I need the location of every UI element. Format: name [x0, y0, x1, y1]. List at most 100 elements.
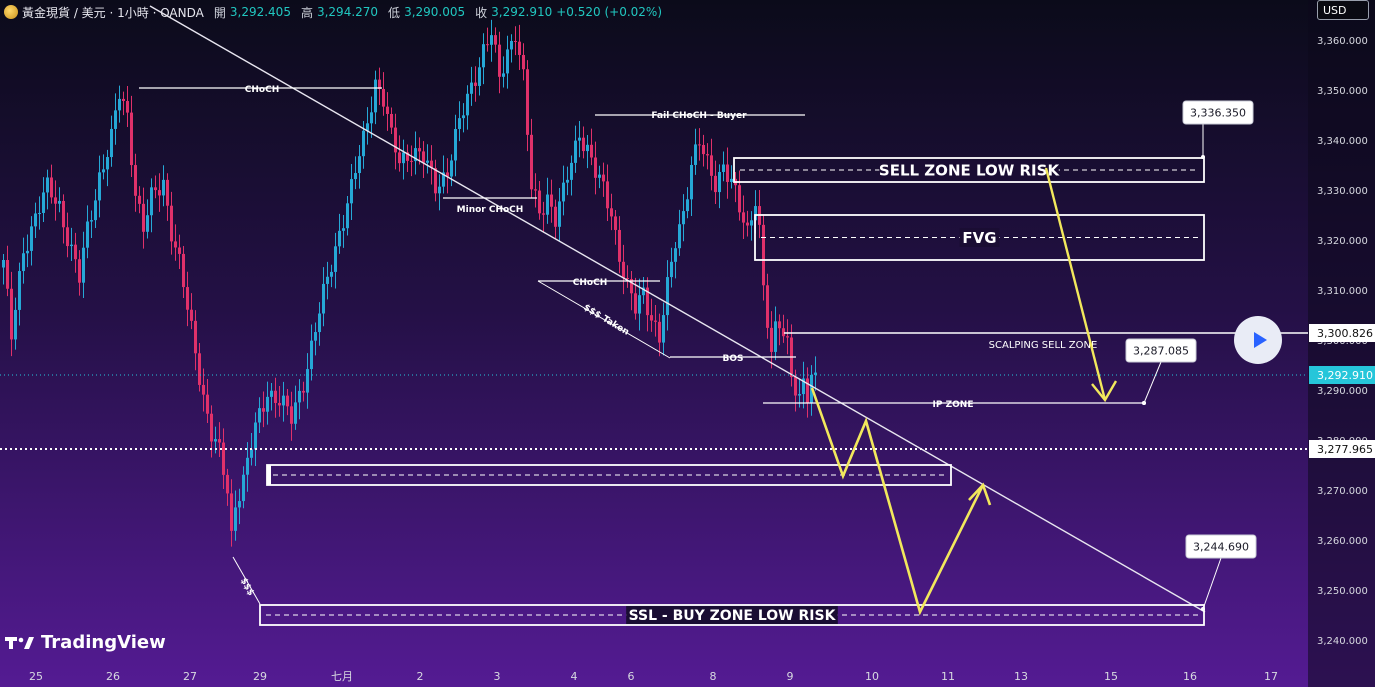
candle-body — [594, 157, 597, 178]
candle-body — [94, 200, 97, 221]
low-label: 低 — [388, 5, 401, 20]
candle-body — [66, 227, 69, 247]
candle-body — [394, 127, 397, 153]
candle-body — [530, 134, 533, 190]
candle-body — [230, 493, 233, 531]
projection-arrowhead — [968, 482, 992, 506]
price-tick-label: 3,360.000 — [1317, 36, 1368, 47]
symbol-title[interactable]: 黃金現貨 / 美元 · 1小時 · OANDA — [22, 5, 204, 20]
candle-body — [234, 507, 237, 531]
candle-body — [242, 474, 245, 502]
zone-label-bg — [879, 160, 1059, 180]
candle-body — [602, 174, 605, 182]
candle-body — [690, 164, 693, 200]
candle-body — [534, 189, 537, 191]
candle-body — [642, 287, 645, 296]
candle-body — [510, 40, 513, 50]
candle-body — [430, 160, 433, 169]
replay-play-button[interactable] — [1234, 316, 1282, 364]
candle-body — [310, 340, 313, 370]
candle-body — [770, 327, 773, 352]
candle-body — [526, 69, 529, 135]
price-tag-value: 3,292.910 — [1317, 369, 1373, 382]
candle-body — [778, 321, 781, 329]
candle-body — [82, 247, 85, 283]
candle-body — [2, 260, 5, 268]
time-tick-label: 26 — [106, 670, 120, 683]
candle-body — [598, 174, 601, 178]
candle-body — [402, 152, 405, 164]
scalping-sell-label: SCALPING SELL ZONE — [989, 340, 1098, 351]
candle-body — [238, 501, 241, 508]
candle-body — [346, 203, 349, 229]
candle-body — [630, 279, 633, 294]
candle-body — [450, 160, 453, 177]
zone-box — [259, 604, 1205, 626]
brand-name: TradingView — [41, 632, 166, 653]
price-tick-label: 3,240.000 — [1317, 636, 1368, 647]
candle-body — [182, 253, 185, 288]
candle-body — [282, 395, 285, 406]
candle-body — [50, 177, 53, 198]
price-tick-label: 3,290.000 — [1317, 386, 1368, 397]
candle-body — [494, 35, 497, 45]
candle-body — [682, 211, 685, 225]
candle-body — [246, 457, 249, 475]
candle-body — [586, 144, 589, 152]
candle-body — [58, 200, 61, 204]
candle-body — [622, 261, 625, 279]
candle-body — [706, 154, 709, 156]
candle-body — [178, 247, 181, 254]
candle-body — [18, 271, 21, 310]
candle-body — [782, 328, 785, 337]
price-tag-value: 3,300.826 — [1317, 327, 1373, 340]
candle-body — [146, 215, 149, 232]
candle-body — [694, 144, 697, 165]
candle-body — [766, 285, 769, 328]
callout-box — [1182, 100, 1254, 125]
candle-body — [582, 137, 585, 152]
candle-body — [762, 224, 765, 286]
candle-body — [702, 144, 705, 155]
candle-body — [374, 79, 377, 113]
callout-value: 3,336.350 — [1190, 107, 1246, 120]
price-tick-label: 3,250.000 — [1317, 586, 1368, 597]
candle-body — [578, 137, 581, 141]
high-value: 3,294.270 — [316, 5, 379, 19]
price-tick-label: 3,320.000 — [1317, 236, 1368, 247]
time-tick-label: 16 — [1183, 670, 1197, 683]
currency-button[interactable]: USD — [1317, 0, 1369, 20]
candle-body — [258, 408, 261, 423]
candle-body — [154, 187, 157, 191]
candle-body — [754, 206, 757, 221]
candle-body — [250, 449, 253, 458]
candle-body — [718, 171, 721, 193]
candle-body — [174, 241, 177, 248]
candle-body — [742, 212, 745, 223]
candle-body — [474, 82, 477, 86]
price-tick-label: 3,270.000 — [1317, 486, 1368, 497]
tradingview-logo[interactable]: TradingView — [5, 632, 166, 653]
candle-body — [286, 395, 289, 407]
time-tick-label: 2 — [417, 670, 424, 683]
candle-body — [518, 41, 521, 55]
price-tag-value: 3,277.965 — [1317, 443, 1373, 456]
candle-body — [254, 422, 257, 450]
candle-body — [674, 248, 677, 262]
zone-marker — [267, 465, 271, 485]
callout-anchor — [1201, 155, 1205, 159]
zone-box — [733, 157, 1205, 183]
candle-body — [666, 277, 669, 316]
callout-anchor — [1142, 401, 1146, 405]
time-tick-label: 27 — [183, 670, 197, 683]
zone-label: FVG — [962, 229, 996, 247]
candle-body — [658, 321, 661, 343]
candle-body — [590, 144, 593, 158]
candle-body — [130, 112, 133, 166]
choch-label-2: CHoCH — [573, 278, 607, 288]
candle-body — [6, 260, 9, 289]
candle-body — [646, 287, 649, 316]
candle-body — [662, 315, 665, 343]
